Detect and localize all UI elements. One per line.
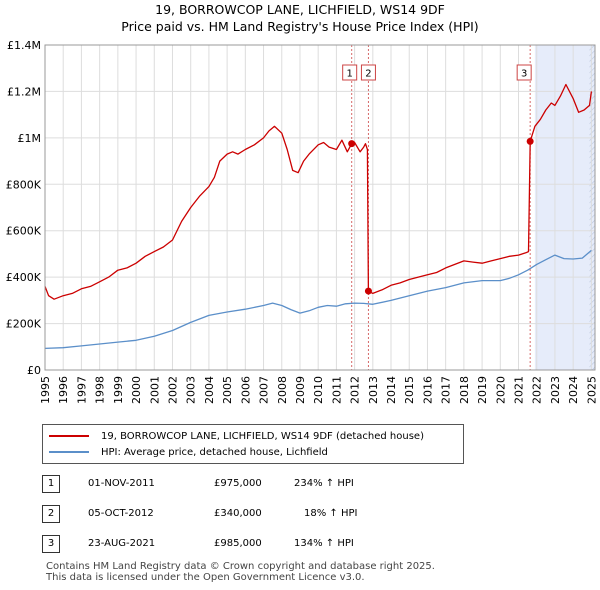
sale-number-label: 2	[365, 69, 371, 80]
x-tick-label: 2014	[385, 376, 398, 404]
chart-title-line2: Price paid vs. HM Land Registry's House …	[121, 19, 479, 34]
y-tick-label: £1.4M	[7, 39, 41, 52]
transaction-hpi-change: 234% ↑ HPI	[294, 478, 354, 489]
x-tick-label: 2020	[494, 376, 507, 404]
transaction-price: £975,000	[214, 478, 262, 489]
x-tick-label: 2015	[403, 376, 416, 404]
sale-number-label: 3	[521, 69, 527, 80]
legend-swatch-property	[49, 435, 89, 437]
legend-label-property: 19, BORROWCOP LANE, LICHFIELD, WS14 9DF …	[101, 430, 424, 442]
transaction-date: 05-OCT-2012	[88, 508, 154, 519]
chart-title-line1: 19, BORROWCOP LANE, LICHFIELD, WS14 9DF	[155, 2, 445, 17]
legend-swatch-hpi	[49, 451, 89, 453]
x-tick-label: 2006	[239, 376, 252, 404]
transaction-number-badge: 1	[42, 475, 60, 493]
sale-point	[348, 140, 356, 148]
y-tick-label: £1.2M	[7, 85, 41, 98]
shaded-region	[534, 45, 595, 370]
sale-number-box	[342, 64, 358, 81]
x-tick-label: 2012	[349, 376, 362, 404]
y-tick-label: £800K	[6, 178, 42, 191]
property-price-line	[44, 83, 593, 300]
x-tick-label: 2025	[585, 376, 598, 404]
transaction-price: £340,000	[214, 508, 262, 519]
y-tick-label: £600K	[6, 225, 42, 238]
sale-number-box	[516, 64, 532, 81]
x-tick-label: 2021	[513, 376, 526, 404]
x-tick-label: 2007	[258, 376, 271, 404]
x-tick-label: 2001	[148, 376, 161, 404]
x-tick-label: 2022	[531, 376, 544, 404]
x-tick-label: 2013	[367, 376, 380, 404]
chart-legend: 19, BORROWCOP LANE, LICHFIELD, WS14 9DF …	[42, 424, 464, 464]
x-tick-label: 2017	[440, 376, 453, 404]
sale-number-label: 1	[347, 69, 353, 80]
y-tick-label: £0	[27, 364, 41, 377]
x-tick-label: 2010	[312, 376, 325, 404]
x-tick-label: 2019	[476, 376, 489, 404]
x-tick-label: 2023	[549, 376, 562, 404]
transaction-date: 23-AUG-2021	[88, 538, 156, 549]
x-tick-label: 2005	[221, 376, 234, 404]
x-tick-label: 1998	[94, 376, 107, 404]
plot-frame	[44, 44, 596, 371]
legend-label-hpi: HPI: Average price, detached house, Lich…	[101, 446, 328, 458]
transaction-date: 01-NOV-2011	[88, 478, 155, 489]
x-tick-label: 2000	[130, 376, 143, 404]
x-tick-label: 2008	[276, 376, 289, 404]
x-tick-label: 2009	[294, 376, 307, 404]
sale-point	[364, 287, 372, 295]
transaction-number-badge: 2	[42, 505, 60, 523]
x-tick-label: 1997	[75, 376, 88, 404]
sale-number-box	[360, 64, 376, 81]
y-tick-label: £400K	[6, 271, 42, 284]
x-tick-label: 2002	[166, 376, 179, 404]
copyright-notice: Contains HM Land Registry data © Crown c…	[46, 561, 435, 572]
y-tick-label: £1M	[18, 132, 42, 145]
x-tick-label: 1999	[112, 376, 125, 404]
legend-entry-hpi: HPI: Average price, detached house, Lich…	[49, 444, 328, 460]
x-tick-label: 2024	[567, 376, 580, 404]
licence-notice: This data is licensed under the Open Gov…	[46, 572, 365, 583]
legend-entry-property: 19, BORROWCOP LANE, LICHFIELD, WS14 9DF …	[49, 428, 424, 444]
transaction-price: £985,000	[214, 538, 262, 549]
x-tick-label: 2004	[203, 376, 216, 404]
x-tick-label: 1995	[39, 376, 52, 404]
hpi-line	[44, 249, 592, 350]
x-tick-label: 1996	[57, 376, 70, 404]
transaction-number-badge: 3	[42, 535, 60, 553]
x-tick-label: 2011	[330, 376, 343, 404]
sale-point	[526, 137, 534, 145]
price-chart: £0 £200K £400K £600K £800K £1M £1.2M £1.4M 1995 1…	[6, 39, 599, 404]
hatched-region	[589, 45, 595, 370]
x-tick-label: 2016	[421, 376, 434, 404]
transaction-hpi-change: 18% ↑ HPI	[304, 508, 358, 519]
x-tick-label: 2003	[185, 376, 198, 404]
x-tick-label: 2018	[458, 376, 471, 404]
y-tick-label: £200K	[6, 318, 42, 331]
transaction-hpi-change: 134% ↑ HPI	[294, 538, 354, 549]
